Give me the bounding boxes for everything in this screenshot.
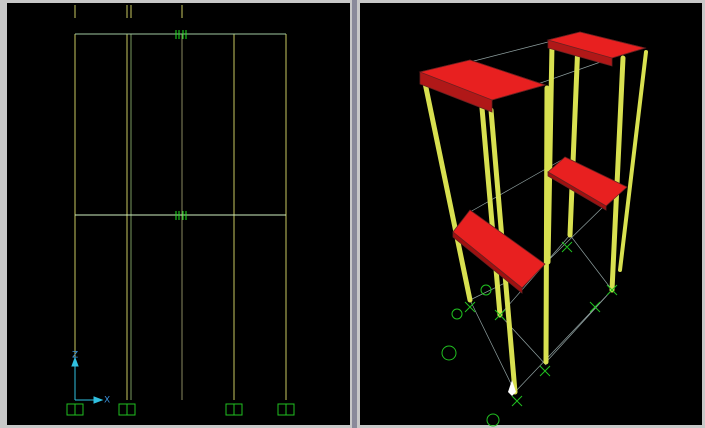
joint-marker bbox=[508, 380, 516, 396]
supports bbox=[66, 403, 295, 416]
axis-label-z: Z bbox=[72, 351, 78, 361]
slabs bbox=[418, 31, 647, 294]
columns bbox=[421, 39, 648, 395]
elevation-frame bbox=[74, 5, 287, 400]
right-supports bbox=[441, 241, 618, 427]
axis-triad bbox=[71, 356, 104, 404]
beam-releases bbox=[175, 30, 187, 220]
axis-label-x: X bbox=[104, 396, 110, 406]
splitter[interactable] bbox=[352, 0, 357, 428]
right-viewport[interactable] bbox=[360, 3, 702, 425]
